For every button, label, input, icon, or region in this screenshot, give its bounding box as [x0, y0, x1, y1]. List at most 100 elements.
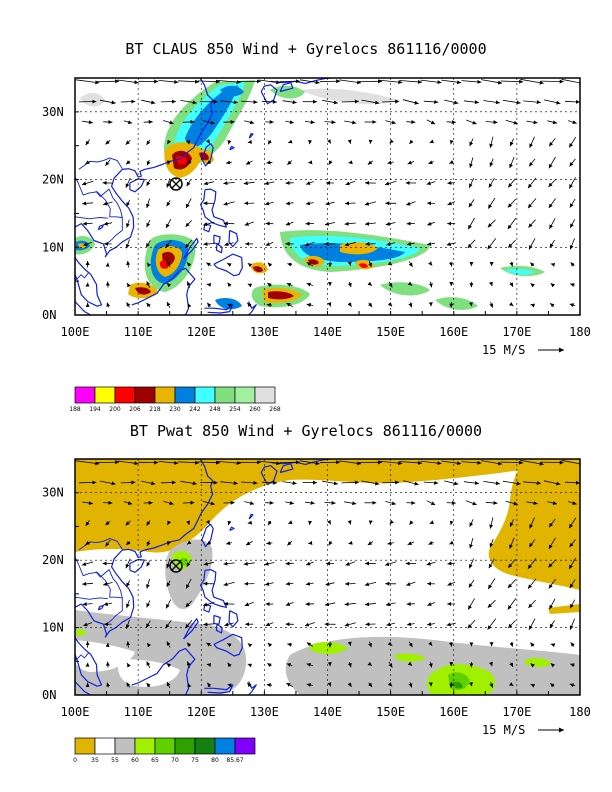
wind-vector [217, 461, 241, 466]
wind-vector [368, 641, 372, 648]
panel2-map: 30N 20N 10N 0N 100E 110E 120E 130E 140E 150E 160E… [42, 458, 591, 764]
wind-vector [226, 643, 232, 648]
colorbar-swatch [94, 737, 116, 755]
panel1-shading [75, 80, 545, 310]
wind-vector [186, 139, 191, 145]
wind-vector [141, 99, 156, 105]
wind-vector [364, 201, 377, 206]
wind-vector [186, 281, 191, 288]
wind-vector [549, 682, 555, 688]
wind-vector [245, 541, 253, 546]
wind-vector [206, 682, 212, 688]
wind-vector [429, 139, 435, 144]
wind-vector [388, 281, 393, 288]
wind-vector [387, 682, 393, 687]
wind-vector [83, 241, 93, 246]
wind-vector [428, 541, 434, 545]
wind-vector [146, 540, 151, 547]
wind-vector [102, 582, 113, 586]
wind-vector [187, 683, 192, 688]
wind-vector [244, 221, 254, 226]
wind-vector [141, 480, 156, 486]
wind-vector [488, 558, 495, 569]
wind-vector [227, 662, 232, 668]
wind-vector [267, 262, 273, 267]
wind-vector [245, 160, 253, 165]
coastline [201, 143, 214, 167]
colorbar-label: 0 [73, 757, 77, 764]
wind-vector [319, 79, 341, 84]
wind-vector [305, 181, 314, 185]
wind-vector [286, 663, 293, 667]
wind-vector [206, 540, 212, 546]
wind-vector [487, 238, 497, 250]
coastline [248, 301, 257, 315]
colorbar-label: 260 [249, 406, 261, 413]
wind-vector [185, 619, 193, 629]
wind-vector [167, 160, 171, 165]
wind-vector [520, 459, 544, 466]
wind-vector [285, 180, 294, 185]
wind-vector [304, 622, 315, 627]
wind-vector [247, 283, 253, 288]
wind-vector [468, 301, 473, 307]
wind-vector [166, 662, 172, 668]
wind-vector [447, 201, 456, 206]
wind-vector [406, 622, 415, 627]
border-line [95, 188, 123, 218]
wind-vector [409, 139, 414, 145]
colorbar-swatch [194, 737, 216, 755]
panel1-colorbar: 188 194 200 206 218 230 242 248 254 260 268 [69, 386, 281, 413]
wind-vector [364, 581, 377, 587]
wind-vector [125, 520, 131, 526]
wind-vector [339, 79, 362, 85]
wind-vector [267, 662, 272, 668]
wind-vector [423, 99, 439, 104]
wind-vector [224, 622, 234, 627]
wind-vector [258, 79, 281, 85]
wind-vector [83, 622, 93, 627]
panel2-ref-vector-label: 15 M/S [482, 723, 525, 737]
wind-vector [344, 501, 357, 506]
wind-vector [508, 302, 514, 307]
panel2-shading [75, 459, 580, 695]
wind-vector [247, 262, 253, 268]
wind-vector [305, 561, 314, 566]
lon-label: 160E [439, 325, 468, 339]
wind-vector [449, 540, 454, 545]
wind-vector [126, 599, 130, 609]
wind-vector [306, 642, 314, 647]
colorbar-label: 70 [171, 757, 179, 764]
wind-vector [449, 520, 454, 526]
wind-vector [125, 540, 131, 546]
wind-vector [549, 620, 555, 629]
wind-vector [548, 537, 556, 550]
wind-vector [163, 500, 174, 506]
wind-vector [125, 139, 131, 145]
wind-vector [408, 682, 413, 688]
wind-vector [364, 221, 376, 226]
wind-vector [385, 221, 396, 226]
wind-vector [520, 78, 544, 85]
wind-vector [344, 221, 356, 226]
wind-vector [205, 139, 210, 144]
wind-vector [549, 218, 556, 230]
wind-vector [308, 160, 313, 165]
wind-vector [469, 138, 474, 147]
wind-vector [306, 261, 314, 267]
wind-vector [569, 198, 576, 208]
lat-label: 30N [42, 105, 64, 119]
wind-vector [500, 460, 524, 465]
wind-vector [82, 602, 93, 607]
wind-vector [489, 539, 494, 548]
wind-vector [166, 200, 171, 207]
coastline [75, 681, 92, 695]
colorbar-label: 188 [69, 406, 81, 413]
lon-label: 170E [502, 325, 531, 339]
coastline [279, 82, 294, 93]
wind-vector [285, 120, 294, 125]
wind-vector [408, 261, 413, 268]
wind-vector [240, 100, 258, 105]
wind-vector [203, 242, 215, 246]
wind-vector [227, 282, 232, 287]
